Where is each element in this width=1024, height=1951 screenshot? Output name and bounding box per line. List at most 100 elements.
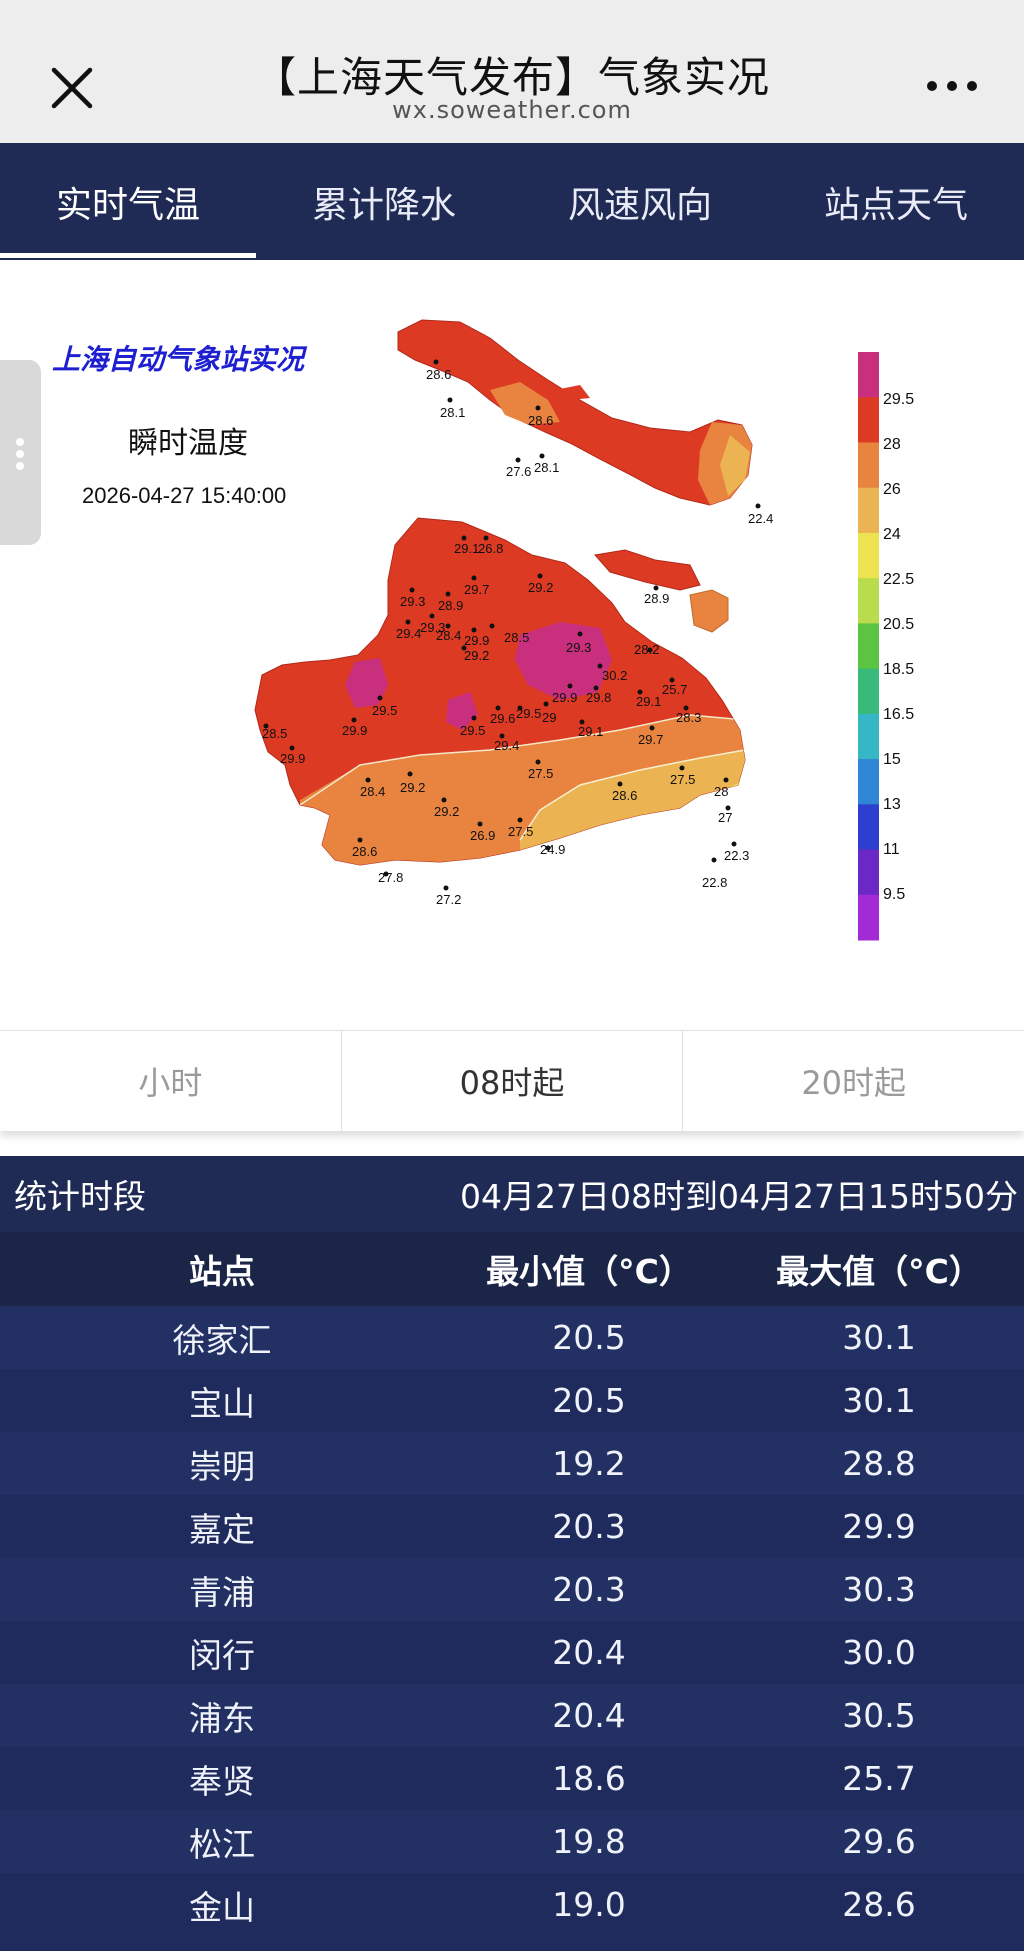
- legend-swatch: [858, 894, 879, 941]
- station-dot: [649, 725, 655, 731]
- tab-label: 累计降水: [311, 184, 456, 226]
- station-value: 22.8: [702, 875, 727, 890]
- station-dot: [647, 647, 653, 653]
- station-value: 27: [718, 810, 732, 825]
- legend-swatch: [858, 759, 879, 805]
- station-value: 27.8: [378, 870, 403, 885]
- side-drawer-handle[interactable]: [0, 360, 41, 545]
- station-dot: [545, 845, 551, 851]
- station-dot: [669, 677, 675, 683]
- station-name: 嘉定: [189, 1509, 255, 1549]
- station-dot: [617, 781, 623, 787]
- tab-station-weather[interactable]: 站点天气: [768, 143, 1024, 260]
- segment-hourly[interactable]: 小时: [0, 1031, 342, 1131]
- station-value: 29.7: [464, 582, 489, 597]
- station-dot: [725, 805, 731, 811]
- station-dot: [447, 397, 453, 403]
- legend-label: 26: [883, 481, 901, 498]
- max-value: 30.1: [842, 1318, 916, 1357]
- station-dot: [495, 705, 501, 711]
- station-value: 29.4: [494, 738, 519, 753]
- station-value: 28.6: [426, 367, 451, 382]
- station-dot: [445, 591, 451, 597]
- min-value: 20.3: [552, 1570, 626, 1609]
- station-dot: [537, 573, 543, 579]
- period-range: 04月27日08时到04月27日15时50分: [460, 1177, 1018, 1216]
- station-dot: [461, 645, 467, 651]
- more-icon: [927, 81, 977, 91]
- station-dot: [579, 719, 585, 725]
- min-value: 20.4: [552, 1696, 626, 1735]
- station-value: 28: [714, 784, 728, 799]
- title-bar: 【上海天气发布】气象实况 wx.soweather.com: [0, 0, 1024, 143]
- time-range-selector: 小时 08时起 20时起: [0, 1030, 1024, 1131]
- hot-zone-3: [446, 692, 478, 730]
- station-dot: [365, 777, 371, 783]
- station-name: 金山: [189, 1887, 255, 1927]
- segment-from-08[interactable]: 08时起: [342, 1031, 684, 1131]
- tab-accumulated-precipitation[interactable]: 累计降水: [256, 143, 512, 260]
- table-row[interactable]: 闵行 20.4 30.0: [0, 1621, 1024, 1684]
- station-value: 29.1: [636, 694, 661, 709]
- temperature-map: 上海自动气象站实况 瞬时温度 2026-04-27 15:40:00 28.6 …: [0, 260, 1024, 1030]
- table-row[interactable]: 嘉定 20.3 29.9: [0, 1495, 1024, 1558]
- station-name: 崇明: [189, 1446, 255, 1486]
- min-value: 19.8: [552, 1822, 626, 1861]
- station-value: 27.5: [670, 772, 695, 787]
- isotherm-line-2: [519, 749, 745, 841]
- station-dot: [289, 745, 295, 751]
- station-value: 26.9: [470, 828, 495, 843]
- table-row[interactable]: 宝山 20.5 30.1: [0, 1369, 1024, 1432]
- table-row[interactable]: 松江 19.8 29.6: [0, 1810, 1024, 1873]
- table-row[interactable]: 青浦 20.3 30.3: [0, 1558, 1024, 1621]
- station-dot: [515, 457, 521, 463]
- legend-color-bar: [858, 352, 879, 941]
- station-value: 28.1: [440, 405, 465, 420]
- station-value: 27.5: [528, 766, 553, 781]
- station-dot: [577, 631, 583, 637]
- table-row[interactable]: 崇明 19.2 28.8: [0, 1432, 1024, 1495]
- legend-label: 20.5: [883, 616, 914, 633]
- table-row[interactable]: 徐家汇 20.5 30.1: [0, 1306, 1024, 1369]
- station-value: 28.9: [438, 598, 463, 613]
- station-value: 29.9: [280, 751, 305, 766]
- tab-realtime-temperature[interactable]: 实时气温: [0, 143, 256, 260]
- station-dot: [723, 777, 729, 783]
- tab-wind[interactable]: 风速风向: [512, 143, 768, 260]
- more-button[interactable]: [922, 70, 982, 98]
- max-value: 30.5: [842, 1696, 916, 1735]
- station-value: 29.1: [454, 541, 479, 556]
- station-value: 28.5: [262, 726, 287, 741]
- station-values: 28.6 28.1 28.6 27.6 28.1 22.4 29.1 26.8 …: [262, 359, 773, 907]
- close-button[interactable]: [44, 60, 100, 116]
- station-dot: [543, 701, 549, 707]
- station-value: 29.3: [566, 640, 591, 655]
- legend-label: 18.5: [883, 661, 914, 678]
- segment-from-20[interactable]: 20时起: [801, 1064, 907, 1102]
- table-row[interactable]: 奉贤 18.6 25.7: [0, 1747, 1024, 1810]
- station-dot: [377, 695, 383, 701]
- hot-zone-2: [345, 658, 388, 708]
- chongming-warm-zone: [490, 382, 560, 425]
- max-value: 28.8: [842, 1444, 916, 1483]
- station-dot: [445, 623, 451, 629]
- table-row[interactable]: 金山 19.0 28.6: [0, 1873, 1024, 1936]
- max-value: 29.9: [842, 1507, 916, 1546]
- station-value: 29.5: [516, 706, 541, 721]
- station-value: 28.3: [676, 710, 701, 725]
- tab-label: 实时气温: [55, 184, 200, 226]
- station-dot: [683, 705, 689, 711]
- station-dot: [597, 663, 603, 669]
- station-dot: [471, 715, 477, 721]
- station-name: 奉贤: [189, 1761, 255, 1801]
- station-value: 29.2: [434, 804, 459, 819]
- station-dot: [441, 797, 447, 803]
- station-name: 宝山: [189, 1383, 255, 1423]
- station-value: 28.6: [352, 844, 377, 859]
- station-dot: [499, 733, 505, 739]
- station-dot: [535, 405, 541, 411]
- station-dot: [517, 817, 523, 823]
- station-value: 29.9: [342, 723, 367, 738]
- station-dot: [407, 771, 413, 777]
- table-row[interactable]: 浦东 20.4 30.5: [0, 1684, 1024, 1747]
